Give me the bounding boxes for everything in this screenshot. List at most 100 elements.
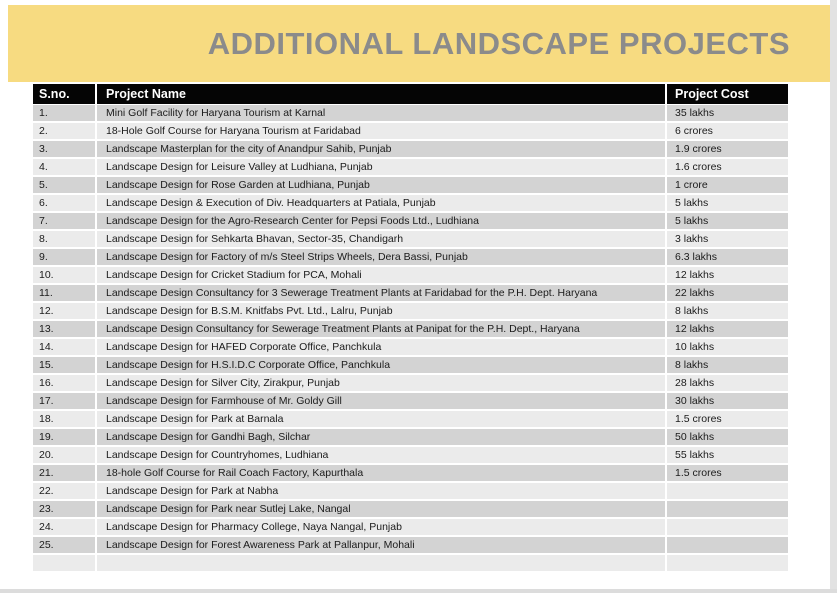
cell-serial-number: 22.	[33, 483, 95, 499]
table-row: 17. Landscape Design for Farmhouse of Mr.…	[33, 393, 788, 409]
table-row: 4. Landscape Design for Leisure Valley at…	[33, 159, 788, 175]
cell-serial-number	[33, 555, 95, 571]
cell-serial-number: 17.	[33, 393, 95, 409]
cell-project-name: Landscape Design for Sehkarta Bhavan, Se…	[97, 231, 665, 247]
cell-project-cost	[667, 555, 788, 571]
table-row: 7. Landscape Design for the Agro-Research…	[33, 213, 788, 229]
table-row: 13. Landscape Design Consultancy for Sewe…	[33, 321, 788, 337]
cell-project-cost: 55 lakhs	[667, 447, 788, 463]
cell-project-cost: 22 lakhs	[667, 285, 788, 301]
table-row: 6. Landscape Design & Execution of Div. H…	[33, 195, 788, 211]
cell-project-name: Landscape Design for the Agro-Research C…	[97, 213, 665, 229]
cell-project-name: Landscape Design for Farmhouse of Mr. Go…	[97, 393, 665, 409]
table-row: 24. Landscape Design for Pharmacy College…	[33, 519, 788, 535]
cell-project-name: Landscape Design for Leisure Valley at L…	[97, 159, 665, 175]
cell-serial-number: 3.	[33, 141, 95, 157]
table-row: 16. Landscape Design for Silver City, Zir…	[33, 375, 788, 391]
cell-project-cost: 50 lakhs	[667, 429, 788, 445]
page-bottom-edge	[0, 589, 837, 593]
table-row: 2. 18-Hole Golf Course for Haryana Touris…	[33, 123, 788, 139]
cell-project-cost: 35 lakhs	[667, 105, 788, 121]
cell-project-cost: 1.9 crores	[667, 141, 788, 157]
cell-project-cost: 28 lakhs	[667, 375, 788, 391]
table-row: 3. Landscape Masterplan for the city of A…	[33, 141, 788, 157]
table-row: 1. Mini Golf Facility for Haryana Tourism…	[33, 105, 788, 121]
cell-project-name: Landscape Design for H.S.I.D.C Corporate…	[97, 357, 665, 373]
cell-serial-number: 1.	[33, 105, 95, 121]
cell-project-cost: 10 lakhs	[667, 339, 788, 355]
table-row: 22. Landscape Design for Park at Nabha	[33, 483, 788, 499]
cell-serial-number: 5.	[33, 177, 95, 193]
cell-serial-number: 16.	[33, 375, 95, 391]
cell-project-cost: 1.5 crores	[667, 465, 788, 481]
cell-project-cost: 5 lakhs	[667, 213, 788, 229]
cell-serial-number: 23.	[33, 501, 95, 517]
cell-serial-number: 25.	[33, 537, 95, 553]
cell-project-name: Landscape Design for Factory of m/s Stee…	[97, 249, 665, 265]
cell-project-cost: 1.5 crores	[667, 411, 788, 427]
table-row: 18. Landscape Design for Park at Barnala 1…	[33, 411, 788, 427]
cell-project-name: Landscape Design for Silver City, Zirakp…	[97, 375, 665, 391]
table-row: 9. Landscape Design for Factory of m/s St…	[33, 249, 788, 265]
cell-project-name: Landscape Design for HAFED Corporate Off…	[97, 339, 665, 355]
cell-serial-number: 14.	[33, 339, 95, 355]
cell-project-name: Landscape Design for Park at Barnala	[97, 411, 665, 427]
cell-serial-number: 12.	[33, 303, 95, 319]
table-row: 12. Landscape Design for B.S.M. Knitfabs …	[33, 303, 788, 319]
cell-serial-number: 7.	[33, 213, 95, 229]
cell-project-name: Landscape Design for Pharmacy College, N…	[97, 519, 665, 535]
cell-project-cost: 1 crore	[667, 177, 788, 193]
cell-serial-number: 6.	[33, 195, 95, 211]
cell-project-name: Landscape Design & Execution of Div. Hea…	[97, 195, 665, 211]
cell-project-cost: 5 lakhs	[667, 195, 788, 211]
table-row: 14. Landscape Design for HAFED Corporate …	[33, 339, 788, 355]
cell-project-name: 18-hole Golf Course for Rail Coach Facto…	[97, 465, 665, 481]
cell-project-name: Landscape Design Consultancy for 3 Sewer…	[97, 285, 665, 301]
cell-project-cost: 30 lakhs	[667, 393, 788, 409]
cell-serial-number: 18.	[33, 411, 95, 427]
cell-project-cost: 6 crores	[667, 123, 788, 139]
cell-project-name: Landscape Design Consultancy for Sewerag…	[97, 321, 665, 337]
table-row: 15. Landscape Design for H.S.I.D.C Corpor…	[33, 357, 788, 373]
column-header-cost: Project Cost	[667, 84, 788, 104]
table-row: 11. Landscape Design Consultancy for 3 Se…	[33, 285, 788, 301]
cell-serial-number: 13.	[33, 321, 95, 337]
cell-project-cost: 8 lakhs	[667, 357, 788, 373]
title-banner: ADDITIONAL LANDSCAPE PROJECTS	[8, 5, 830, 82]
cell-serial-number: 9.	[33, 249, 95, 265]
table-row: 5. Landscape Design for Rose Garden at Lu…	[33, 177, 788, 193]
cell-project-name: Landscape Design for Forest Awareness Pa…	[97, 537, 665, 553]
table-row: 21. 18-hole Golf Course for Rail Coach Fa…	[33, 465, 788, 481]
table-row: 20. Landscape Design for Countryhomes, Lu…	[33, 447, 788, 463]
cell-project-cost: 3 lakhs	[667, 231, 788, 247]
cell-serial-number: 20.	[33, 447, 95, 463]
cell-project-cost: 8 lakhs	[667, 303, 788, 319]
cell-serial-number: 4.	[33, 159, 95, 175]
cell-project-name	[97, 555, 665, 571]
cell-serial-number: 8.	[33, 231, 95, 247]
cell-project-cost	[667, 537, 788, 553]
cell-serial-number: 19.	[33, 429, 95, 445]
cell-project-name: Landscape Design for Park near Sutlej La…	[97, 501, 665, 517]
cell-project-cost: 1.6 crores	[667, 159, 788, 175]
cell-project-cost	[667, 519, 788, 535]
table-row: 19. Landscape Design for Gandhi Bagh, Sil…	[33, 429, 788, 445]
table-body: 1. Mini Golf Facility for Haryana Tourism…	[33, 105, 788, 571]
column-header-sno: S.no.	[33, 84, 95, 104]
cell-project-name: Landscape Design for Park at Nabha	[97, 483, 665, 499]
cell-project-cost	[667, 501, 788, 517]
cell-serial-number: 11.	[33, 285, 95, 301]
cell-project-name: Landscape Design for Cricket Stadium for…	[97, 267, 665, 283]
cell-serial-number: 24.	[33, 519, 95, 535]
table-row: 23. Landscape Design for Park near Sutlej…	[33, 501, 788, 517]
table-row: 10. Landscape Design for Cricket Stadium …	[33, 267, 788, 283]
cell-project-name: Landscape Design for Rose Garden at Ludh…	[97, 177, 665, 193]
cell-project-cost	[667, 483, 788, 499]
table-row	[33, 555, 788, 571]
cell-project-cost: 6.3 lakhs	[667, 249, 788, 265]
column-header-name: Project Name	[97, 84, 665, 104]
cell-project-name: Landscape Masterplan for the city of Ana…	[97, 141, 665, 157]
cell-project-name: Mini Golf Facility for Haryana Tourism a…	[97, 105, 665, 121]
cell-project-name: Landscape Design for Countryhomes, Ludhi…	[97, 447, 665, 463]
